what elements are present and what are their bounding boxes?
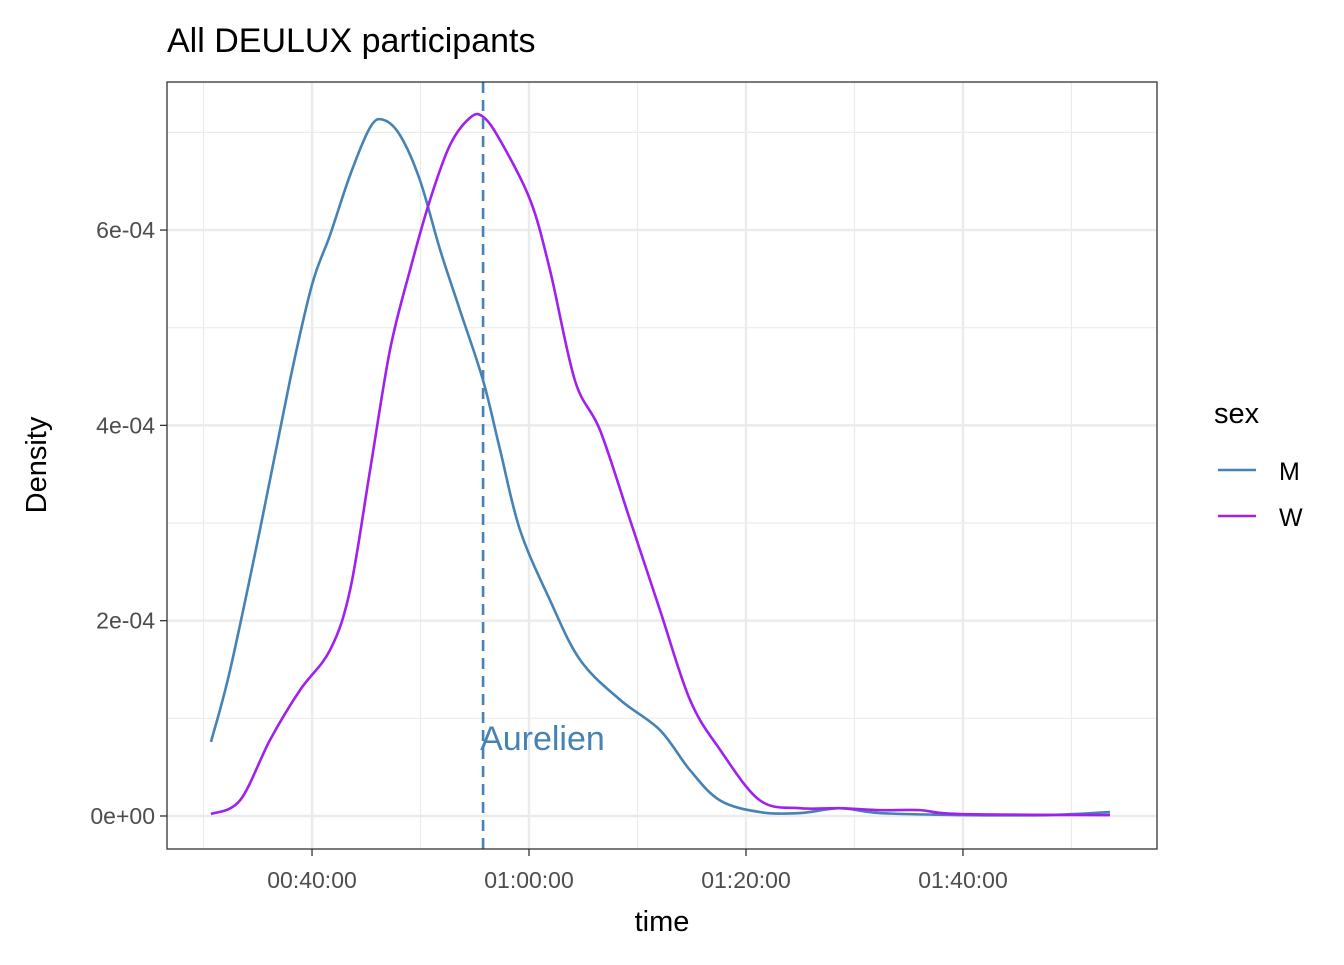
annotations: Aurelien [480, 82, 605, 849]
legend-title: sex [1214, 398, 1260, 430]
density-line-m [209, 117, 1111, 817]
series-layer [209, 112, 1111, 817]
density-line-w [210, 112, 1110, 817]
legend: sex MW [1214, 398, 1303, 532]
x-tick-label: 01:00:00 [484, 867, 574, 893]
axes: 00:40:00 01:00:00 01:20:00 01:40:00 0e+00 2e-… [90, 217, 1007, 893]
x-axis-label: time [635, 906, 690, 938]
y-tick-label: 0e+00 [90, 803, 155, 829]
chart-title: All DEULUX participants [167, 22, 535, 60]
legend-label: M [1279, 458, 1300, 486]
y-tick-label: 4e-04 [96, 412, 155, 438]
x-tick-label: 00:40:00 [267, 867, 357, 893]
panel-border [166, 81, 1158, 850]
y-axis-label: Density [21, 416, 53, 513]
panel-background [167, 82, 1157, 849]
annotation-label: Aurelien [480, 720, 605, 758]
grid [167, 82, 1157, 849]
y-tick-label: 2e-04 [96, 608, 155, 634]
y-tick-label: 6e-04 [96, 217, 155, 243]
x-tick-label: 01:40:00 [918, 867, 1008, 893]
legend-label: W [1279, 504, 1303, 532]
x-tick-label: 01:20:00 [701, 867, 791, 893]
